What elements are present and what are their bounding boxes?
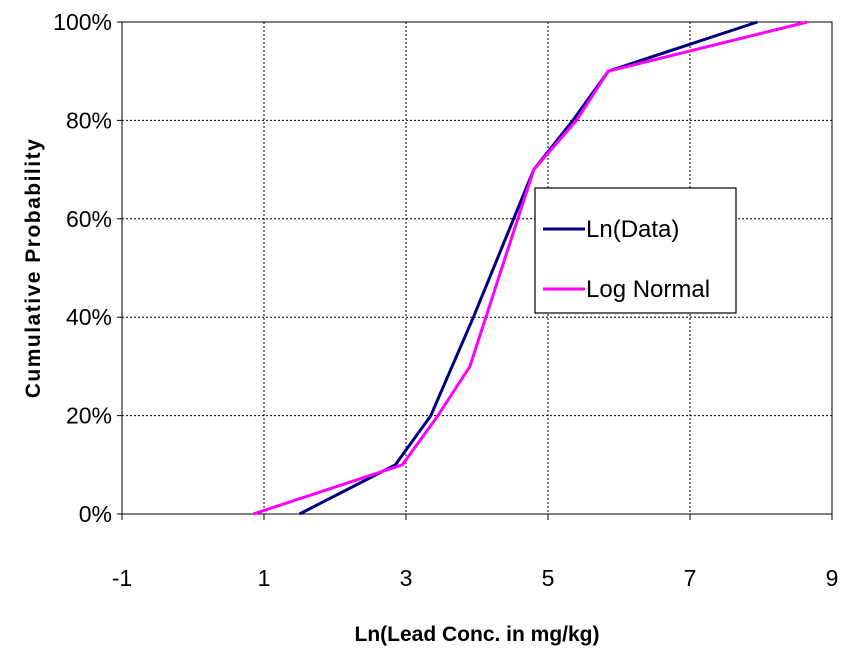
axes xyxy=(117,21,833,520)
y-tick-label: 100% xyxy=(53,9,112,35)
x-tick-label: 1 xyxy=(258,565,271,591)
x-tick-label: -1 xyxy=(112,565,132,591)
plot-area-border xyxy=(121,21,833,515)
legend: Ln(Data) Log Normal xyxy=(534,187,737,314)
y-tick-label: 0% xyxy=(79,501,112,527)
x-tick-label: 9 xyxy=(826,565,839,591)
y-tick-label: 80% xyxy=(66,107,112,133)
x-tick-label: 7 xyxy=(684,565,697,591)
x-axis-title: Ln(Lead Conc. in mg/kg) xyxy=(355,623,600,646)
y-tick-label: 60% xyxy=(66,206,112,232)
tick-labels: 0% 20% 40% 60% 80% 100% -1 1 3 5 7 9 xyxy=(53,9,838,591)
y-axis-title: Cumulative Probability xyxy=(22,138,45,399)
legend-label-log-normal: Log Normal xyxy=(586,276,710,303)
x-tick-label: 5 xyxy=(542,565,555,591)
series-lines xyxy=(252,20,808,516)
legend-box xyxy=(534,187,737,314)
y-tick-label: 40% xyxy=(66,304,112,330)
y-tick-label: 20% xyxy=(66,403,112,429)
legend-label-ln-data: Ln(Data) xyxy=(586,216,679,243)
x-tick-label: 3 xyxy=(400,565,413,591)
series-line-1 xyxy=(252,20,808,516)
